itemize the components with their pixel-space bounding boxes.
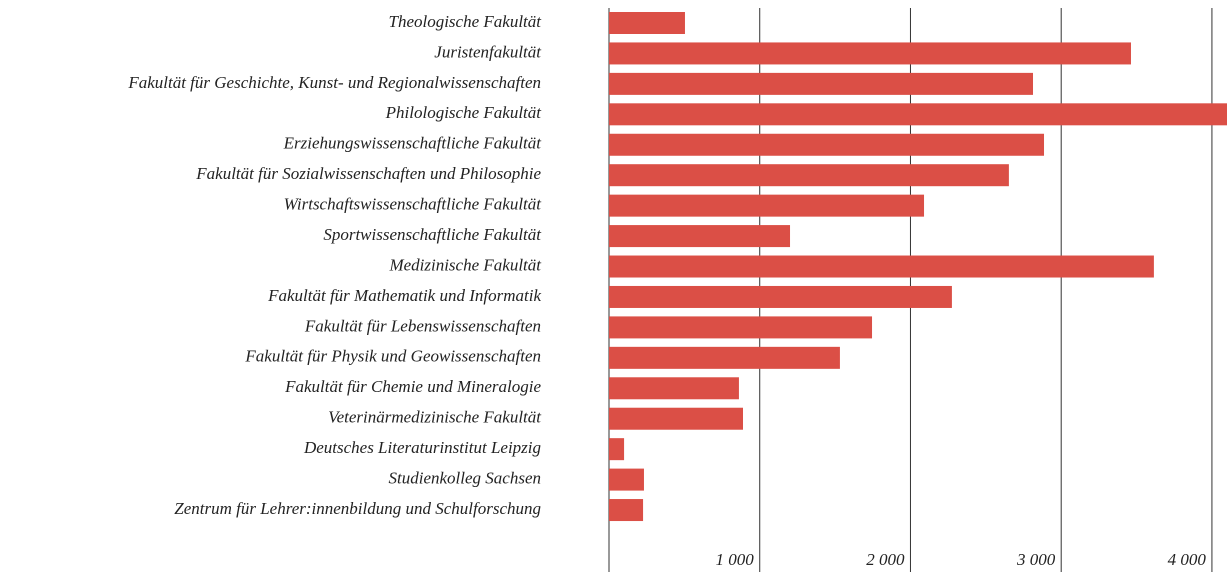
y-tick-label: Fakultät für Chemie und Mineralogie — [284, 377, 541, 396]
y-tick-label: Zentrum für Lehrer:innenbildung und Schu… — [174, 499, 541, 518]
y-tick-label: Fakultät für Geschichte, Kunst- und Regi… — [127, 73, 541, 92]
x-tick-label: 2 000 — [866, 550, 905, 569]
bar — [609, 377, 739, 400]
bar — [609, 499, 644, 522]
bar — [609, 42, 1131, 65]
y-tick-label: Erziehungswissenschaftliche Fakultät — [283, 134, 543, 153]
y-tick-label: Theologische Fakultät — [388, 12, 542, 31]
bar — [609, 316, 873, 339]
y-tick-label: Wirtschaftswissenschaftliche Fakultät — [284, 195, 543, 214]
bar — [609, 12, 685, 34]
bar — [609, 72, 1034, 95]
y-tick-label: Fakultät für Sozialwissenschaften und Ph… — [195, 164, 541, 183]
bar — [609, 468, 644, 491]
x-tick-label: 4 000 — [1168, 550, 1207, 569]
bar — [609, 194, 925, 217]
x-tick-label: 3 000 — [1016, 550, 1056, 569]
bar — [609, 164, 1009, 187]
y-tick-label: Studienkolleg Sachsen — [389, 469, 542, 488]
y-tick-label: Fakultät für Mathematik und Informatik — [267, 286, 541, 305]
bar — [609, 225, 791, 248]
bar — [609, 255, 1154, 278]
bar — [609, 346, 840, 369]
bar — [609, 438, 625, 461]
y-tick-label: Deutsches Literaturinstitut Leipzig — [303, 438, 541, 457]
x-tick-label: 1 000 — [715, 550, 754, 569]
y-tick-label: Medizinische Fakultät — [388, 255, 542, 274]
bar — [609, 407, 744, 430]
y-tick-label: Philologische Fakultät — [385, 103, 543, 122]
bar — [609, 133, 1045, 156]
y-tick-label: Juristenfakultät — [434, 42, 542, 61]
bar — [609, 285, 952, 308]
y-tick-label: Fakultät für Physik und Geowissenschafte… — [244, 347, 541, 366]
y-tick-label: Sportwissenschaftliche Fakultät — [323, 225, 542, 244]
y-tick-label: Fakultät für Lebenswissenschaften — [304, 316, 541, 335]
y-tick-label: Veterinärmedizinische Fakultät — [328, 408, 542, 427]
bar — [609, 103, 1227, 126]
